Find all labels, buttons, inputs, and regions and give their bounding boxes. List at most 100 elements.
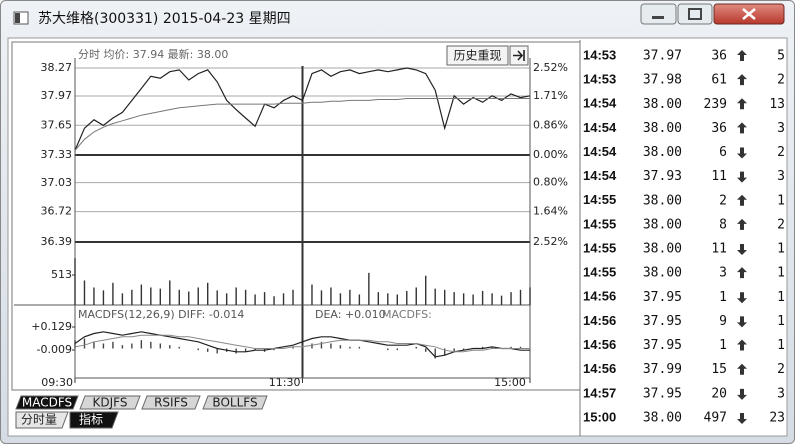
price-line: [74, 67, 531, 151]
trade-time: 14:54: [583, 96, 617, 111]
trade-count: 3: [777, 386, 785, 401]
tab-label[interactable]: RSIFS: [154, 396, 188, 410]
trade-time: 14:55: [583, 192, 616, 207]
trade-time: 14:54: [583, 144, 617, 159]
macd-tick-label: -0.009: [37, 343, 72, 356]
direction-arrow: [737, 292, 747, 304]
y-tick-label: 37.03: [41, 176, 73, 189]
direction-arrow: [737, 171, 747, 183]
average-line: [74, 98, 530, 151]
y2-tick-label: 1.64%: [533, 205, 568, 218]
y2-tick-label: 1.71%: [533, 89, 568, 102]
direction-arrow: [737, 74, 747, 86]
indicator-tab[interactable]: RSIFS: [141, 395, 201, 410]
direction-arrow: [737, 267, 747, 279]
trade-time: 14:54: [583, 168, 617, 183]
trade-time: 14:53: [583, 72, 616, 87]
tab-label[interactable]: KDJFS: [93, 396, 128, 410]
y-tick-label: 36.72: [41, 204, 73, 217]
tab-shape[interactable]: [141, 395, 201, 410]
tab-shape[interactable]: [202, 395, 268, 410]
trade-count: 2: [777, 362, 785, 377]
trade-price: 37.98: [643, 73, 682, 88]
trade-count: 1: [777, 338, 785, 353]
app-icon-part: [15, 13, 20, 23]
trade-price: 38.00: [643, 193, 682, 208]
trade-time: 14:54: [583, 120, 617, 135]
indicator-tab[interactable]: BOLLFS: [202, 395, 268, 410]
trade-volume: 2: [719, 193, 727, 208]
trade-volume: 36: [711, 49, 727, 64]
macdfs-label: MACDFS:: [382, 308, 432, 321]
direction-arrow: [737, 147, 747, 159]
x-tick-label: 11:30: [269, 376, 301, 389]
y-tick-label: 37.33: [41, 148, 73, 161]
tab-label[interactable]: 指标: [79, 412, 103, 427]
trade-price: 37.93: [643, 169, 682, 184]
direction-arrow: [737, 218, 747, 230]
tab-shape[interactable]: [79, 395, 141, 410]
close-button[interactable]: [713, 3, 785, 25]
x-tick-label: 15:00: [494, 376, 526, 389]
trade-time: 14:56: [583, 289, 616, 304]
tab-shape[interactable]: [15, 395, 79, 410]
y2-tick-label: 0.86%: [533, 118, 568, 131]
dea-label: DEA: +0.010: [315, 308, 386, 321]
trade-volume: 3: [719, 266, 727, 281]
tab-label[interactable]: MACDFS: [22, 396, 72, 410]
tab-label[interactable]: 分时量: [21, 413, 57, 427]
trade-price: 38.00: [643, 242, 682, 257]
view-tab[interactable]: 指标: [69, 411, 119, 429]
trade-count: 2: [777, 73, 785, 88]
trade-count: 2: [777, 145, 785, 160]
trade-volume: 239: [704, 97, 727, 112]
minimize-button[interactable]: [640, 3, 677, 25]
trade-time: 14:56: [583, 337, 616, 352]
trade-price: 37.97: [643, 49, 682, 64]
trade-volume: 497: [704, 410, 727, 425]
trade-count: 3: [777, 121, 785, 136]
trade-count: 1: [777, 266, 785, 281]
trade-price: 38.00: [643, 410, 682, 425]
trade-price: 38.00: [643, 266, 682, 281]
trade-price: 38.00: [643, 217, 682, 232]
trade-volume: 1: [719, 338, 727, 353]
y2-tick-label: 0.80%: [533, 176, 568, 189]
trade-count: 13: [769, 97, 785, 112]
dea-line: [74, 334, 530, 353]
trade-volume: 9: [719, 314, 727, 329]
trade-count: 1: [777, 314, 785, 329]
tab-shape[interactable]: [15, 411, 69, 429]
direction-arrow: [737, 50, 747, 61]
macd-tick-label: +0.129: [31, 320, 72, 333]
history-button[interactable]: 历史重现: [446, 45, 509, 66]
trade-time: 14:57: [583, 385, 616, 400]
trade-count: 3: [777, 169, 785, 184]
direction-arrow: [737, 339, 747, 351]
trade-price: 37.95: [643, 314, 682, 329]
tab-shape[interactable]: [69, 411, 119, 429]
direction-arrow: [737, 363, 747, 375]
chart-header: 分时 均价: 37.94 最新: 38.00: [78, 47, 228, 61]
direction-arrow: [737, 244, 747, 256]
trade-volume: 11: [711, 169, 727, 184]
trade-time: 14:55: [583, 216, 616, 231]
maximize-button[interactable]: [677, 3, 713, 25]
y-tick-label: 36.39: [41, 235, 73, 248]
view-tab[interactable]: 分时量: [15, 411, 69, 429]
direction-arrow: [737, 388, 747, 400]
trade-time: 14:55: [583, 265, 616, 280]
trade-volume: 36: [711, 121, 727, 136]
indicator-tab[interactable]: KDJFS: [79, 395, 141, 410]
expand-button[interactable]: [509, 45, 529, 66]
y-tick-label: 38.27: [41, 61, 73, 74]
trade-count: 23: [769, 410, 785, 425]
trade-price: 37.99: [643, 362, 682, 377]
trade-volume: 6: [719, 145, 727, 160]
trade-volume: 20: [711, 386, 727, 401]
tab-label[interactable]: BOLLFS: [212, 396, 257, 410]
indicator-tab[interactable]: MACDFS: [15, 395, 79, 410]
history-button-label[interactable]: 历史重现: [453, 49, 501, 63]
trade-time: 14:53: [583, 47, 616, 62]
